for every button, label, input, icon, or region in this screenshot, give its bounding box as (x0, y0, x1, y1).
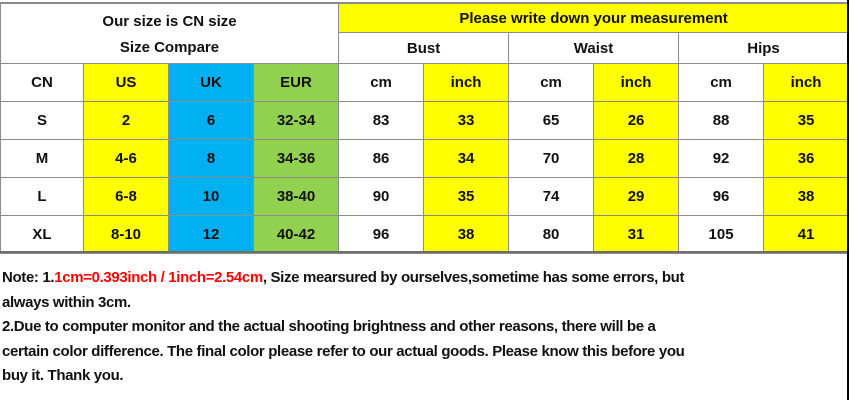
table-cell: 92 (678, 139, 765, 178)
conversion-note: 1cm=0.393inch / 1inch=2.54cm (54, 269, 263, 286)
table-row: M 4-6 8 34-36 86 34 70 28 92 36 (0, 139, 849, 178)
table-cell: L (0, 177, 84, 216)
note-line: 2.Due to computer monitor and the actual… (2, 318, 656, 335)
notes: Note: 1.1cm=0.393inch / 1inch=2.54cm, Si… (2, 266, 842, 389)
table-cell: 12 (168, 215, 254, 254)
table-cell: 86 (338, 139, 425, 178)
hips-header: Hips (678, 32, 849, 64)
table-cell: 26 (593, 101, 680, 140)
table-cell: 36 (763, 139, 849, 178)
table-row: S 2 6 32-34 83 33 65 26 88 35 (0, 101, 849, 140)
table-cell: 88 (678, 101, 765, 140)
table-cell: 8-10 (83, 215, 169, 254)
column-header: inch (763, 63, 849, 102)
table-cell: 2 (83, 101, 169, 140)
table-cell: 80 (508, 215, 595, 254)
size-chart-table: Our size is CN size Size Compare Please … (0, 3, 849, 254)
waist-header: Waist (508, 32, 680, 64)
table-row: XL 8-10 12 40-42 96 38 80 31 105 41 (0, 215, 849, 254)
table-cell: XL (0, 215, 84, 254)
note-line: buy it. Thank you. (2, 367, 124, 384)
measurement-header: Please write down your measurement (338, 3, 849, 33)
table-cell: 83 (338, 101, 425, 140)
table-cell: 6 (168, 101, 254, 140)
table-cell: 6-8 (83, 177, 169, 216)
cn-size-note: Our size is CN size (102, 12, 237, 30)
column-header-row: CN US UK EUR cm inch cm inch cm inch (0, 63, 849, 102)
size-compare-header: Our size is CN size Size Compare (0, 3, 340, 64)
column-header: cm (338, 63, 425, 102)
table-cell: 28 (593, 139, 680, 178)
note-line: always within 3cm. (2, 293, 131, 311)
table-row: L 6-8 10 38-40 90 35 74 29 96 38 (0, 177, 849, 216)
table-cell: 40-42 (252, 215, 340, 254)
table-cell: 38 (423, 215, 510, 254)
column-header: inch (593, 63, 680, 102)
table-cell: 31 (593, 215, 680, 254)
table-cell: 35 (763, 101, 849, 140)
table-cell: 29 (593, 177, 680, 216)
note-prefix: Note: 1. (2, 269, 55, 286)
table-cell: 33 (423, 101, 510, 140)
table-cell: 10 (168, 177, 254, 216)
table-cell: 34 (423, 139, 510, 178)
table-bottom-border (0, 251, 848, 253)
column-header: US (83, 63, 169, 102)
table-cell: M (0, 139, 84, 178)
note-suffix: , Size mearsured by ourselves,sometime h… (262, 269, 685, 286)
table-cell: 34-36 (252, 139, 340, 178)
table-cell: 41 (763, 215, 849, 254)
table-cell: 70 (508, 139, 595, 178)
table-cell: 35 (423, 177, 510, 216)
column-header: inch (423, 63, 510, 102)
column-header: cm (678, 63, 765, 102)
table-cell: S (0, 101, 84, 140)
table-cell: 38 (763, 177, 849, 216)
note-line: Note: 1.1cm=0.393inch / 1inch=2.54cm, Si… (2, 266, 842, 291)
column-header: cm (508, 63, 595, 102)
bust-header: Bust (338, 32, 510, 64)
table-cell: 65 (508, 101, 595, 140)
right-edge-border (847, 0, 849, 400)
column-header: UK (168, 63, 254, 102)
table-cell: 105 (678, 215, 765, 254)
column-header: CN (0, 63, 84, 102)
table-cell: 38-40 (252, 177, 340, 216)
table-cell: 4-6 (83, 139, 169, 178)
table-cell: 74 (508, 177, 595, 216)
size-compare-label: Size Compare (119, 38, 220, 56)
table-cell: 96 (338, 215, 425, 254)
note-line: certain color difference. The final colo… (2, 342, 685, 360)
table-cell: 90 (338, 177, 425, 216)
table-cell: 96 (678, 177, 765, 216)
column-header: EUR (252, 63, 340, 102)
table-cell: 32-34 (252, 101, 340, 140)
table-cell: 8 (168, 139, 254, 178)
